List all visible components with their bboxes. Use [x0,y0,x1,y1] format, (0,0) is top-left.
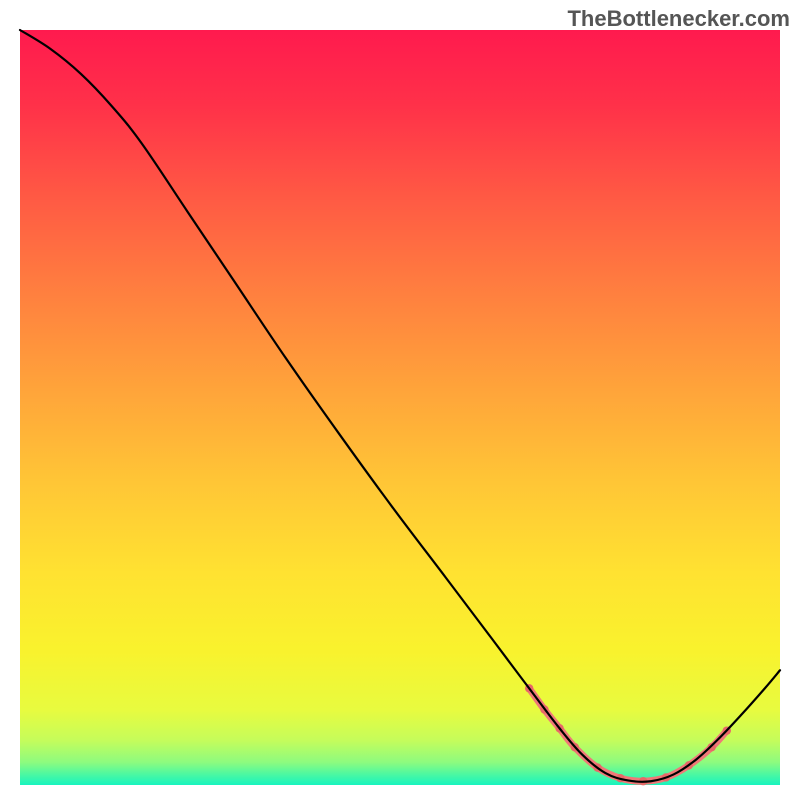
bottleneck-chart [0,0,800,800]
gradient-background [20,30,780,785]
chart-container: TheBottlenecker.com [0,0,800,800]
watermark-text: TheBottlenecker.com [567,6,790,32]
